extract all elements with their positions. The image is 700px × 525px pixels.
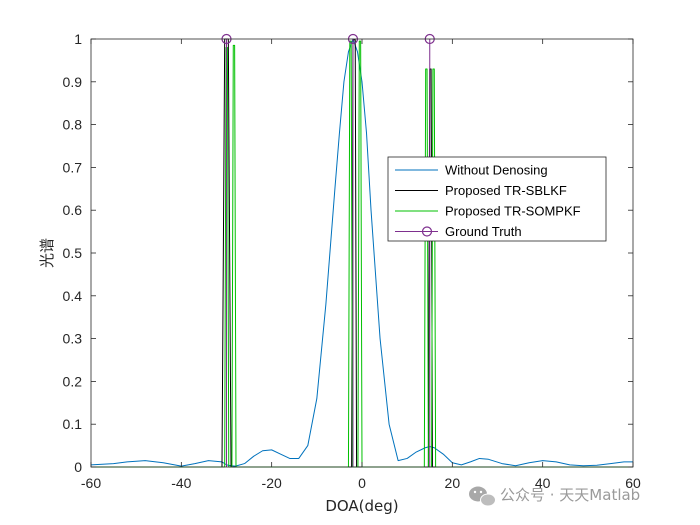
y-tick-label: 0.9	[63, 74, 83, 90]
legend-box	[387, 156, 607, 242]
ticks-layer: -60 -40 -20 0 20 40 60 0 0.1 0.2 0.3 0.4 0.5 0.6 0.7 0.…	[63, 31, 641, 491]
legend-marker	[421, 226, 433, 237]
y-tick-label: 0.4	[63, 288, 83, 304]
legend-item: Ground Truth	[395, 224, 522, 239]
y-tick-label: 1	[74, 31, 82, 47]
legend-item: Proposed TR-SOMPKF	[395, 204, 581, 219]
y-tick-label: 0.6	[63, 202, 83, 218]
legend-label: Proposed TR-SOMPKF	[445, 204, 581, 219]
watermark-text: 公众号 · 天天Matlab	[500, 486, 640, 504]
legend-item: Without Denosing	[395, 163, 548, 178]
y-tick-label: 0.5	[63, 245, 83, 261]
y-tick-label: 0.3	[63, 331, 83, 347]
x-tick-label: -40	[171, 475, 191, 491]
y-tick-label: 0.8	[63, 117, 83, 133]
x-tick-label: -60	[81, 475, 101, 491]
x-tick-label: 60	[625, 475, 641, 491]
y-tick-label: 0.7	[63, 159, 83, 175]
legend-label: Without Denosing	[445, 163, 548, 178]
x-tick-label: -20	[262, 475, 282, 491]
x-tick-label: 40	[535, 475, 551, 491]
y-tick-label: 0.2	[63, 373, 83, 389]
y-tick-label: 0	[74, 459, 82, 475]
legend-item: Proposed TR-SBLKF	[395, 183, 567, 198]
legend-label: Ground Truth	[445, 224, 522, 239]
legend: Without Denosing Proposed TR-SBLKF Propose…	[387, 156, 607, 242]
watermark: 公众号 · 天天Matlab	[469, 486, 640, 507]
series-0	[90, 38, 633, 467]
y-axis-label: 光谱	[38, 238, 56, 268]
x-axis-label: DOA(deg)	[325, 497, 398, 515]
x-tick-label: 20	[445, 475, 461, 491]
legend-label: Proposed TR-SBLKF	[445, 183, 567, 198]
wechat-icon	[469, 486, 496, 507]
y-tick-label: 0.1	[63, 416, 83, 432]
x-tick-label: 0	[358, 475, 366, 491]
series-line	[90, 38, 633, 467]
